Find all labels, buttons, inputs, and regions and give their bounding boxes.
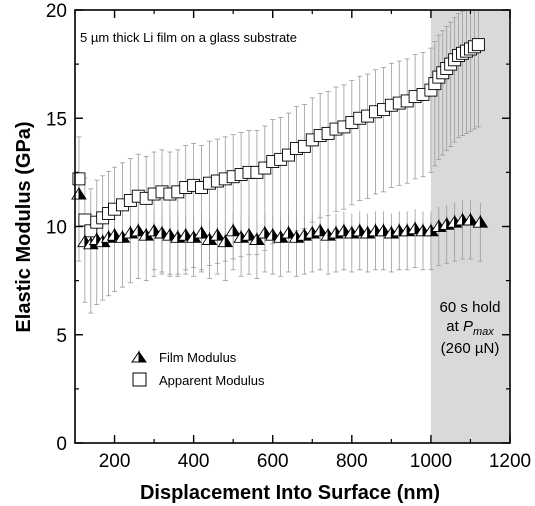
film-modulus-point [264,227,281,241]
apparent-modulus-point [471,38,485,52]
film-modulus-point [225,223,242,237]
y-tick-label: 5 [56,326,67,347]
film-modulus-point [193,225,210,239]
y-tick-label: 15 [46,109,67,130]
film-marker-right [232,223,242,237]
y-tick-label: 0 [56,434,67,455]
axis-ticks: 200 400 600 800 1000 1200 0 5 10 15 20 [46,1,531,472]
film-marker-right [470,212,479,226]
x-tick-label: 400 [178,451,210,472]
x-tick-label: 1000 [410,451,452,472]
film-marker-left [122,225,131,239]
legend-apparent-modulus-marker [132,372,147,387]
y-axis-title: Elastic Modulus (GPa) [13,121,35,332]
data-markers [71,38,489,250]
film-marker-left [146,223,155,237]
film-marker-left [193,225,202,239]
x-tick-label: 1200 [489,451,531,472]
legend-film-modulus-marker-left [131,350,140,363]
film-marker-left [256,225,266,239]
y-tick-label: 10 [46,218,67,239]
y-tick-label: 20 [46,1,67,22]
legend-film-modulus-label: Film Modulus [159,350,237,365]
film-marker-left [280,225,289,239]
film-modulus-point [217,234,234,248]
film-modulus-point [241,227,257,241]
legend: Film Modulus Apparent Modulus [131,350,265,388]
film-marker-left [225,223,234,237]
hold-label-line2: at Pmax [446,318,494,338]
x-tick-label: 200 [99,451,131,472]
film-marker-left [209,227,218,241]
film-marker-right [224,234,234,248]
film-modulus-point [71,186,87,200]
film-modulus-point [462,212,479,226]
legend-film-modulus-marker-right [138,350,147,363]
x-axis-title: Displacement Into Surface (nm) [140,482,440,504]
film-marker-right [216,227,226,241]
film-marker-right [479,214,489,228]
legend-apparent-modulus-label: Apparent Modulus [159,373,265,388]
film-modulus-point [114,229,131,243]
hold-label-line1: 60 s hold [440,299,501,316]
x-tick-label: 600 [257,451,289,472]
film-modulus-point [472,214,489,228]
apparent-modulus-point [78,213,92,227]
chart-annotation: 5 µm thick Li film on a glass substrate [80,30,297,45]
film-marker-right [78,186,87,200]
film-marker-right [201,225,210,239]
hold-label-line3: (260 µN) [441,340,500,357]
film-modulus-point [209,227,226,241]
film-modulus-point [312,223,329,237]
film-modulus-point [415,223,431,237]
x-tick-label: 800 [336,451,368,472]
